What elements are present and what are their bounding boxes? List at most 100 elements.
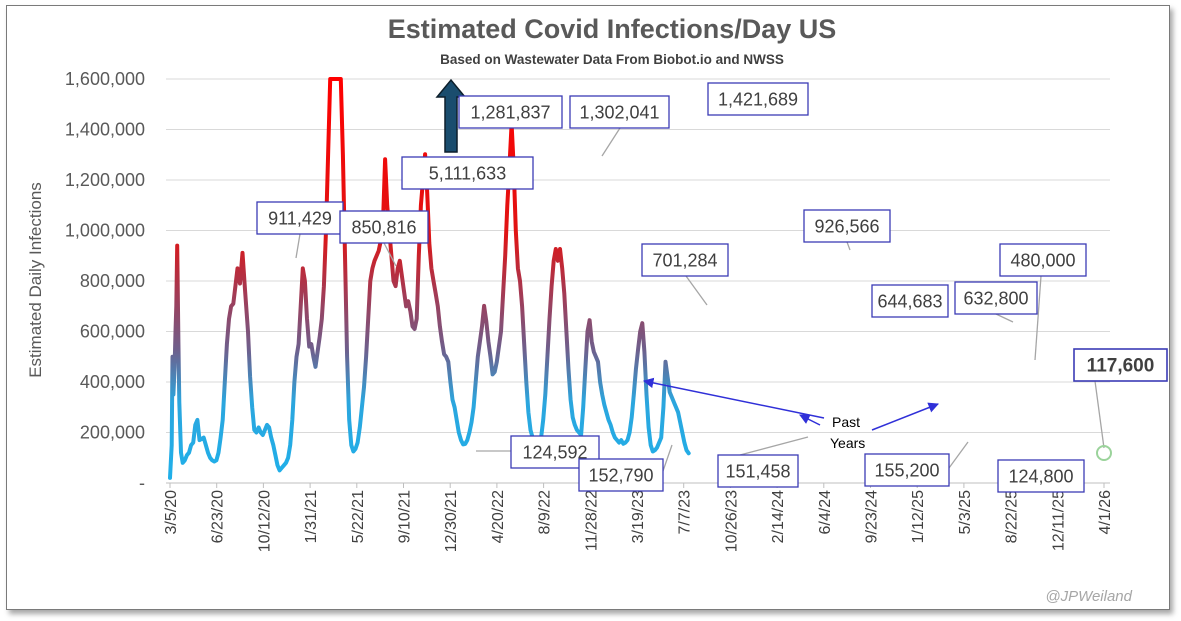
x-tick-label: 12/11/25 xyxy=(1050,490,1067,551)
y-tick-label: 1,200,000 xyxy=(65,170,145,190)
annotation-box: 1,281,837 xyxy=(458,95,563,129)
x-tick-label: 10/12/20 xyxy=(256,490,273,552)
annotation-leader-line xyxy=(662,444,673,472)
annotation-box-border xyxy=(999,243,1087,277)
annotation-leader-line xyxy=(739,436,809,456)
series-line-group xyxy=(168,77,691,480)
annotation-box-border xyxy=(339,210,429,244)
x-tick-label: 8/22/25 xyxy=(1004,490,1021,543)
annotation-box: 1,302,041 xyxy=(569,95,670,129)
annotation-value: 5,111,633 xyxy=(429,164,506,184)
annotation-box-border xyxy=(256,201,344,235)
annotation-value: 644,683 xyxy=(877,292,942,312)
annotation-leader-line xyxy=(601,127,621,157)
annotation-box-border xyxy=(803,209,891,243)
chart-subtitle: Based on Wastewater Data From Biobot.io … xyxy=(440,52,784,67)
annotation-box-border xyxy=(717,454,799,488)
x-tick-label: 3/19/23 xyxy=(630,490,647,543)
annotation-leaders xyxy=(295,127,1105,472)
annotation-leader-line xyxy=(995,313,1014,323)
y-tick-label: 1,400,000 xyxy=(65,120,145,140)
annotation-box: 911,429 xyxy=(256,201,344,235)
annotation-box: 850,816 xyxy=(339,210,429,244)
annotation-value: 701,284 xyxy=(652,251,717,271)
y-tick-label: - xyxy=(139,473,145,493)
annotation-value: 632,800 xyxy=(963,289,1028,309)
annotation-leader-line xyxy=(846,241,851,251)
x-axis-ticks: 3/5/20 6/23/20 10/12/20 1/31/21 5/22/21 9/10/… xyxy=(163,490,1114,552)
annotation-box-border xyxy=(458,95,563,129)
annotation-value: 117,600 xyxy=(1087,356,1155,377)
annotation-box-border xyxy=(569,95,670,129)
latest-point-marker xyxy=(1096,445,1112,461)
annotation-box: 1,421,689 xyxy=(707,82,809,116)
annotation-box: 701,284 xyxy=(641,243,729,277)
off-scale-arrow xyxy=(435,78,467,153)
annotation-labels: 911,429 850,816 5,111,633 1,281,837 1,302,04… xyxy=(256,82,1168,493)
x-tick-label: 10/26/23 xyxy=(723,490,740,552)
x-tick-label: 8/9/22 xyxy=(537,490,554,535)
annotation-value: 152,790 xyxy=(588,466,653,486)
x-tick-label: 1/12/25 xyxy=(910,490,927,543)
y-tick-label: 800,000 xyxy=(80,271,145,291)
chart-title: Estimated Covid Infections/Day US xyxy=(388,14,837,44)
annotation-value: 124,592 xyxy=(522,443,587,463)
x-tick-label: 12/30/21 xyxy=(443,490,460,552)
past-years-arrow-right xyxy=(871,402,939,431)
x-tick-label: 5/3/25 xyxy=(957,490,974,535)
annotation-box-border xyxy=(997,459,1085,493)
past-years-label-line1: Past xyxy=(832,414,860,430)
x-tick-label: 5/22/21 xyxy=(350,490,367,543)
series-line xyxy=(168,77,691,480)
annotation-value: 911,429 xyxy=(268,209,332,229)
past-years-arrow-left xyxy=(642,377,825,419)
annotation-value: 1,302,041 xyxy=(579,103,659,123)
x-tick-label: 1/31/21 xyxy=(303,490,320,543)
past-years-arrows: Past Years xyxy=(642,377,939,451)
annotation-box: 155,200 xyxy=(864,453,950,487)
annotation-box: 480,000 xyxy=(999,243,1087,277)
annotation-box: 5,111,633 xyxy=(401,156,534,190)
watermark: @JPWeiland xyxy=(1045,588,1132,605)
x-tick-label: 2/14/24 xyxy=(770,490,787,543)
x-tick-label: 11/28/22 xyxy=(583,490,600,551)
annotation-value: 850,816 xyxy=(351,218,416,238)
y-tick-label: 400,000 xyxy=(80,372,145,392)
y-axis-label: Estimated Daily Infections xyxy=(26,182,45,378)
annotation-leader-line xyxy=(1034,275,1042,361)
annotation-box: 926,566 xyxy=(803,209,891,243)
x-tick-label: 7/7/23 xyxy=(677,490,694,535)
past-years-arrow-center xyxy=(799,414,821,426)
annotation-box: 151,458 xyxy=(717,454,799,488)
x-tick-label: 4/1/26 xyxy=(1097,490,1114,535)
annotation-value: 926,566 xyxy=(814,217,879,237)
annotation-box: 124,592 xyxy=(510,435,600,469)
annotation-box: 124,800 xyxy=(997,459,1085,493)
annotation-leader-line xyxy=(685,275,708,306)
annotation-box-border xyxy=(954,281,1038,315)
off-scale-arrow-shaft xyxy=(435,78,467,153)
annotation-value: 480,000 xyxy=(1010,251,1075,271)
annotation-value: 1,281,837 xyxy=(470,103,550,123)
x-tick-label: 4/20/22 xyxy=(490,490,507,543)
annotation-box-border xyxy=(871,284,949,318)
x-tick-label: 9/10/21 xyxy=(397,490,414,543)
annotation-box-border xyxy=(578,458,664,492)
y-tick-label: 1,000,000 xyxy=(65,221,145,241)
y-tick-label: 1,600,000 xyxy=(65,69,145,89)
annotation-box-border xyxy=(864,453,950,487)
y-tick-label: 600,000 xyxy=(80,322,145,342)
annotation-box-border xyxy=(707,82,809,116)
annotation-leader-line xyxy=(383,242,397,267)
x-tick-label: 6/23/20 xyxy=(210,490,227,543)
annotation-box: 117,600 xyxy=(1073,348,1168,382)
past-years-label-line2: Years xyxy=(830,435,865,451)
annotation-box-border xyxy=(641,243,729,277)
annotation-leader-line xyxy=(295,233,301,259)
annotation-box: 632,800 xyxy=(954,281,1038,315)
annotation-box: 644,683 xyxy=(871,284,949,318)
annotation-value: 151,458 xyxy=(725,462,790,482)
annotation-box-border xyxy=(401,156,534,190)
y-axis-ticks: - 200,000 400,000 600,000 800,000 1,000,000 1,… xyxy=(65,69,145,493)
